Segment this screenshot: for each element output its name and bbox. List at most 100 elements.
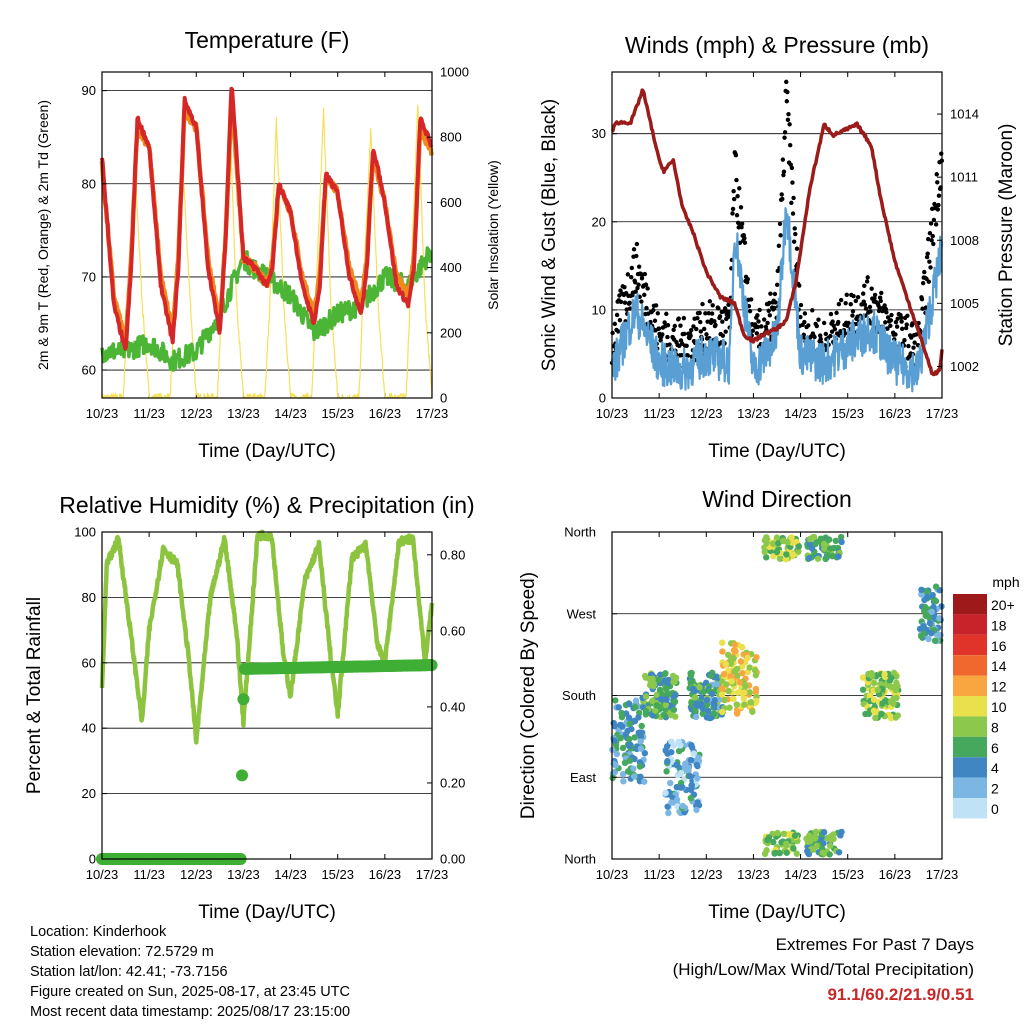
x-tick-label: 16/23 bbox=[369, 867, 402, 882]
y2-tick-label: 0.40 bbox=[440, 699, 465, 714]
gust-point bbox=[642, 292, 647, 298]
gust-point bbox=[868, 309, 873, 314]
gust-point bbox=[682, 331, 687, 337]
direction-point bbox=[788, 534, 795, 541]
direction-point bbox=[804, 838, 812, 845]
gust-point bbox=[616, 329, 621, 334]
gust-point bbox=[742, 240, 748, 245]
direction-point bbox=[641, 778, 648, 785]
legend-swatch bbox=[953, 655, 987, 676]
legend-label: 14 bbox=[991, 658, 1007, 674]
gust-point bbox=[782, 130, 788, 135]
gust-point bbox=[934, 172, 939, 177]
gust-point bbox=[888, 323, 893, 329]
gust-point bbox=[894, 324, 900, 329]
x-tick-label: 17/23 bbox=[926, 406, 959, 421]
direction-point bbox=[872, 714, 879, 722]
direction-point bbox=[657, 695, 665, 703]
direction-point bbox=[878, 710, 885, 718]
gust-point bbox=[893, 319, 899, 325]
direction-point bbox=[752, 685, 760, 693]
gust-point bbox=[812, 334, 817, 340]
gust-point bbox=[672, 323, 677, 329]
legend-label: 6 bbox=[991, 740, 999, 756]
y-tick-label: East bbox=[570, 770, 596, 785]
gust-point bbox=[778, 233, 783, 238]
direction-point bbox=[620, 777, 627, 785]
y-tick-label: 70 bbox=[82, 269, 96, 284]
gust-point bbox=[836, 301, 842, 307]
gust-point bbox=[931, 217, 937, 223]
direction-point bbox=[652, 707, 659, 714]
gust-point bbox=[755, 313, 760, 318]
gust-point bbox=[872, 296, 877, 301]
direction-point bbox=[835, 553, 842, 560]
direction-point bbox=[723, 681, 730, 688]
gust-point bbox=[828, 333, 833, 339]
gust-point bbox=[787, 122, 792, 127]
direction-point bbox=[889, 683, 896, 691]
direction-point bbox=[662, 685, 670, 692]
direction-point bbox=[737, 658, 745, 665]
direction-point bbox=[641, 750, 649, 757]
direction-point bbox=[624, 768, 632, 775]
direction-point bbox=[763, 554, 770, 561]
gust-point bbox=[759, 324, 764, 329]
gust-point bbox=[936, 193, 942, 198]
direction-point bbox=[637, 745, 645, 752]
gust-point bbox=[798, 314, 803, 320]
direction-point bbox=[689, 685, 697, 692]
gust-point bbox=[617, 317, 623, 323]
direction-point bbox=[626, 735, 633, 743]
direction-point bbox=[693, 761, 701, 769]
direction-point bbox=[793, 850, 800, 857]
precip-point bbox=[236, 769, 249, 782]
gust-point bbox=[781, 172, 786, 178]
gust-point bbox=[667, 342, 672, 347]
gust-point bbox=[720, 319, 725, 324]
gust-point bbox=[629, 274, 634, 280]
gust-point bbox=[678, 323, 683, 328]
direction-point bbox=[774, 829, 781, 837]
direction-point bbox=[769, 838, 777, 846]
direction-point bbox=[719, 708, 726, 716]
extremes-subtitle: (High/Low/Max Wind/Total Precipitation) bbox=[672, 960, 974, 979]
gust-point bbox=[895, 316, 900, 321]
gust-point bbox=[688, 333, 693, 338]
direction-point bbox=[721, 696, 728, 704]
legend-label: 4 bbox=[991, 760, 999, 776]
legend-label: 10 bbox=[991, 699, 1007, 715]
direction-point bbox=[690, 750, 698, 757]
gust-point bbox=[639, 276, 645, 281]
gust-point bbox=[730, 206, 736, 212]
gust-point bbox=[790, 180, 795, 185]
direction-point bbox=[819, 849, 827, 856]
x-tick-label: 13/23 bbox=[737, 406, 770, 421]
gust-point bbox=[893, 332, 898, 337]
gust-point bbox=[768, 291, 773, 296]
gust-point bbox=[928, 221, 934, 226]
gust-point bbox=[850, 313, 855, 318]
gust-point bbox=[671, 327, 676, 333]
gust-point bbox=[912, 340, 917, 345]
y2-tick-label: 0 bbox=[440, 391, 447, 406]
x-tick-label: 14/23 bbox=[274, 406, 307, 421]
direction-point bbox=[688, 781, 696, 789]
direction-point bbox=[740, 695, 747, 702]
gust-point bbox=[878, 298, 883, 304]
gust-point bbox=[722, 306, 728, 311]
direction-point bbox=[667, 711, 675, 719]
x-tick-label: 15/23 bbox=[321, 867, 354, 882]
y2-tick-label: 0.60 bbox=[440, 623, 465, 638]
direction-point bbox=[776, 849, 783, 857]
x-tick-label: 12/23 bbox=[690, 406, 723, 421]
gust-point bbox=[802, 311, 808, 316]
y2-tick-label: 400 bbox=[440, 260, 462, 275]
gust-point bbox=[785, 117, 791, 123]
x-tick-label: 11/23 bbox=[133, 406, 165, 421]
x-tick-label: 11/23 bbox=[643, 867, 675, 882]
direction-point bbox=[879, 700, 886, 707]
gust-point bbox=[632, 280, 638, 285]
direction-point bbox=[920, 630, 927, 637]
gust-point bbox=[939, 151, 944, 156]
